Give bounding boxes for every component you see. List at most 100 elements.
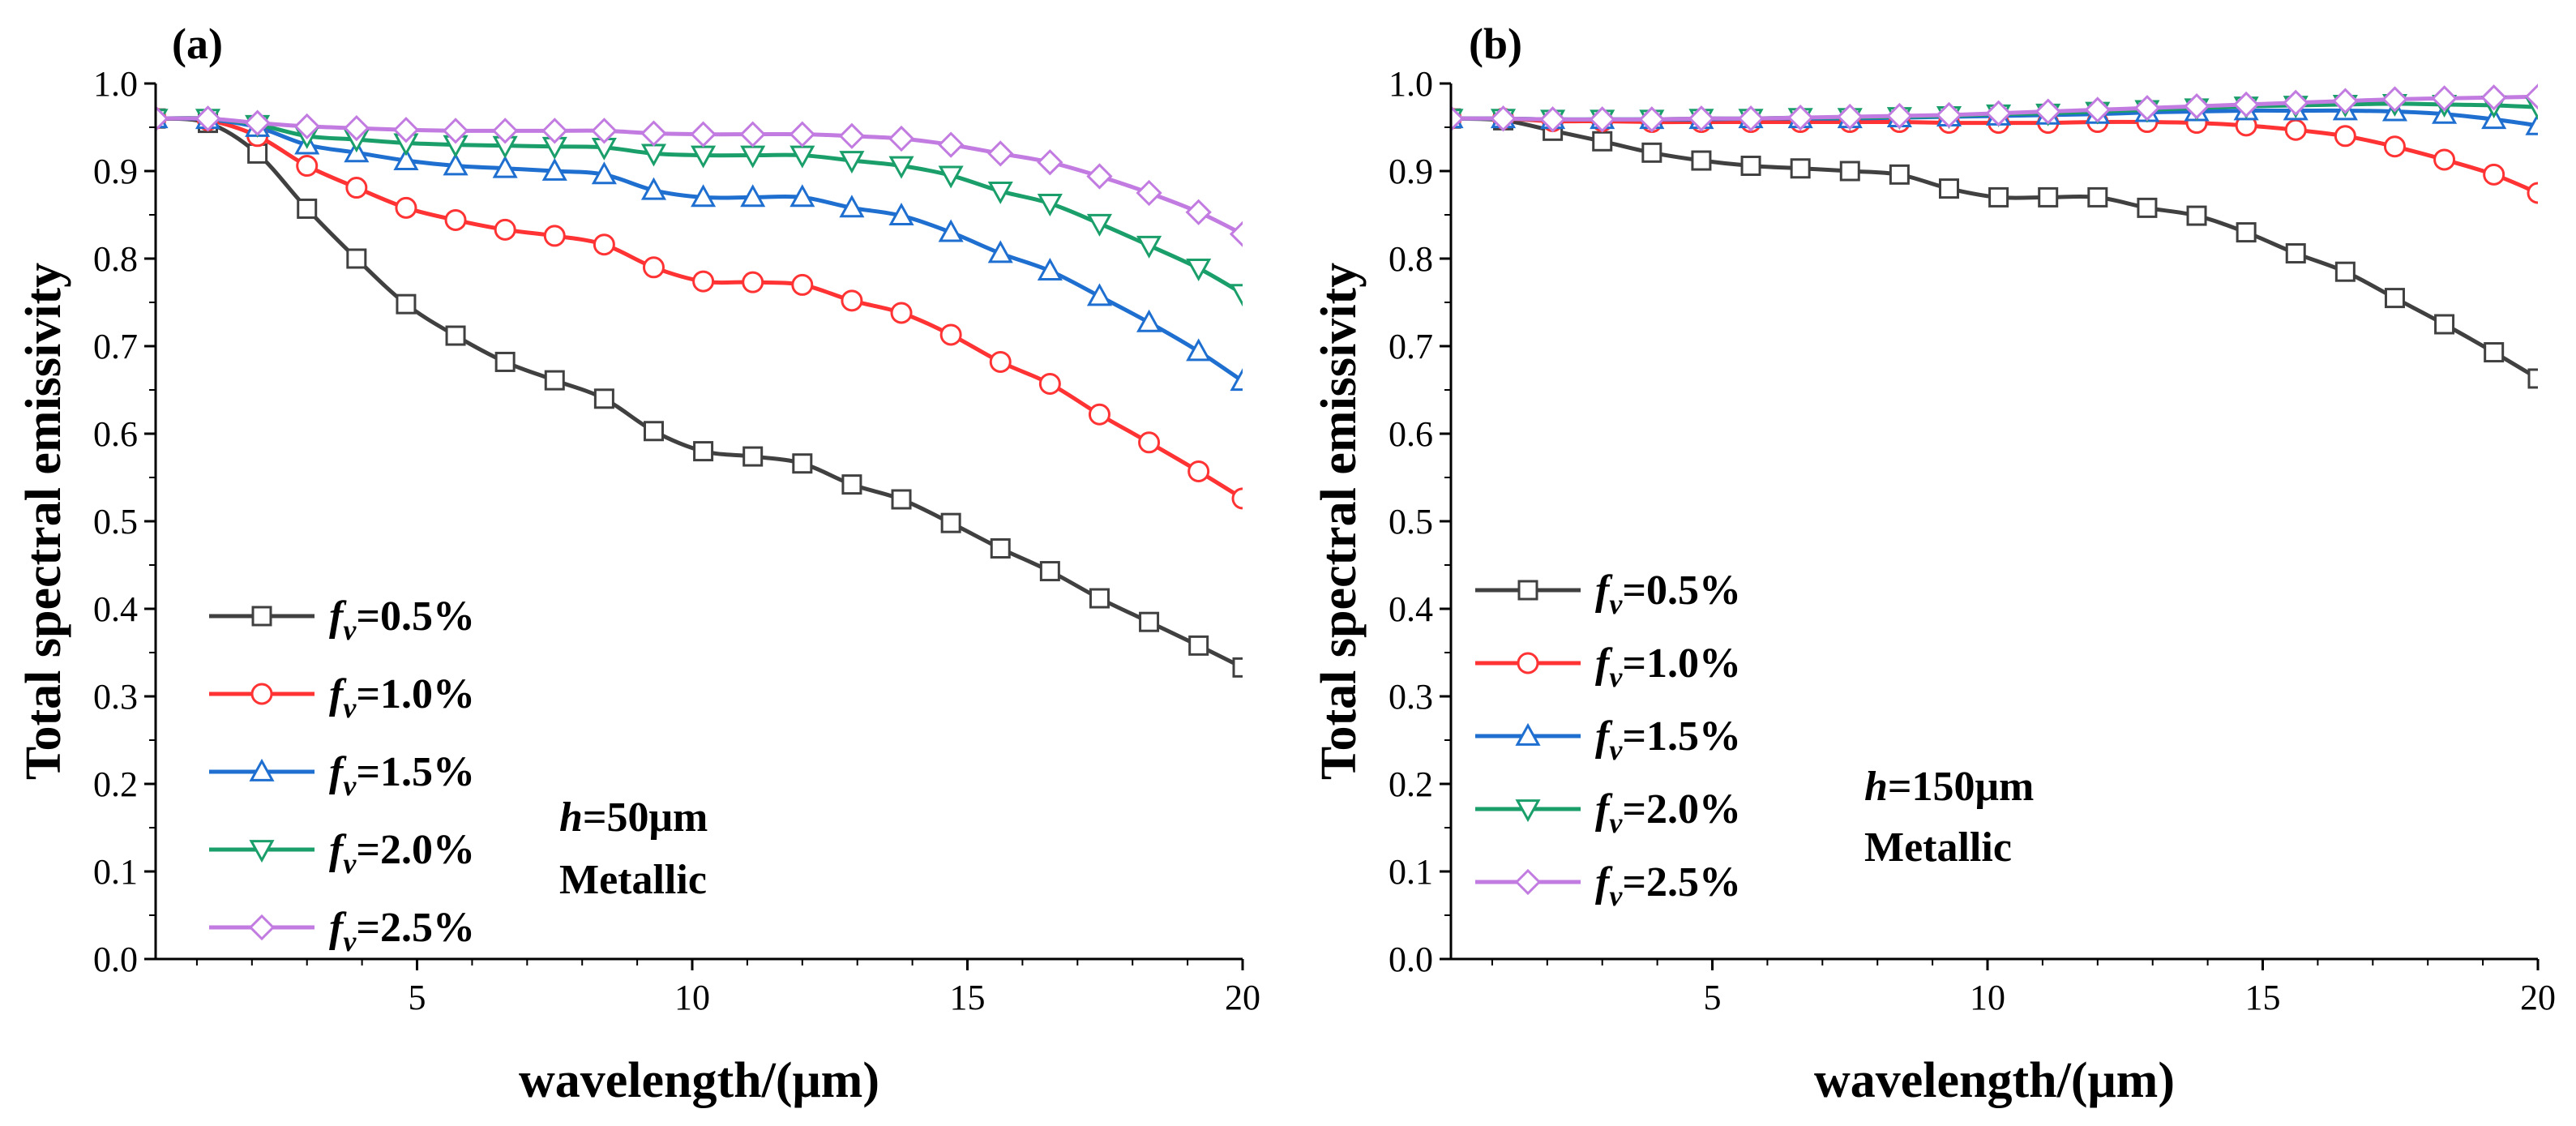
data-point-s5-12 [690, 121, 717, 148]
data-point-s2-7 [444, 208, 467, 231]
data-point-s5-23 [2524, 83, 2538, 110]
data-point-s5-10 [591, 118, 618, 144]
legend-marker-3 [249, 758, 275, 781]
data-point-s2-18 [2284, 118, 2307, 141]
annotation-thickness: h=50μm [559, 794, 708, 841]
data-point-s1-14 [792, 453, 813, 474]
x-tick-label: 15 [2245, 978, 2281, 1017]
data-point-s4-22 [1186, 258, 1212, 281]
legend-label-5: fv=2.5% [1595, 859, 1741, 912]
x-tick-label: 5 [1704, 978, 1722, 1017]
data-point-s5-23 [1229, 220, 1243, 247]
x-tick-label: 15 [950, 978, 986, 1017]
data-point-s2-23 [2527, 182, 2538, 204]
data-point-s5-13 [2035, 98, 2061, 125]
y-tick-label: 0.8 [93, 239, 138, 279]
x-tick-label: 10 [1970, 978, 2005, 1017]
data-point-s3-13 [740, 184, 766, 208]
annotation-material: Metallic [559, 857, 707, 903]
data-point-s2-22 [1187, 460, 1210, 482]
data-point-s3-12 [691, 184, 717, 208]
data-point-s1-15 [2137, 197, 2158, 218]
chart-panel-a: 0.0 0.1 0.2 0.3 0.4 0.5 0.6 0.7 0.8 0.9 1.0 5 10 15 20… [16, 19, 1260, 1108]
data-point-s1-11 [1938, 178, 1959, 199]
data-point-s2-10 [593, 233, 615, 256]
data-point-s5-20 [2381, 86, 2408, 113]
y-tick-label: 1.0 [93, 64, 138, 104]
legend-marker-4 [249, 840, 275, 863]
data-point-s3-16 [888, 202, 914, 225]
y-axis-label: Total spectral emissivity [1312, 263, 1367, 780]
legend-label-4: fv=2.0% [329, 827, 475, 880]
data-point-s3-14 [789, 184, 815, 208]
data-point-s2-5 [345, 177, 368, 199]
legend-marker-5 [248, 914, 276, 941]
data-point-s5-18 [987, 140, 1014, 167]
data-point-s1-3 [247, 143, 268, 164]
data-point-s2-16 [890, 302, 913, 324]
data-point-s1-9 [544, 370, 565, 391]
data-point-s5-5 [343, 114, 370, 142]
data-point-s2-9 [543, 225, 566, 247]
data-point-s2-14 [791, 273, 814, 296]
data-point-s5-11 [1936, 101, 1962, 129]
y-tick-label: 0.9 [93, 152, 138, 191]
annotation-thickness: h=150μm [1864, 764, 2034, 810]
data-point-s5-22 [1185, 199, 1212, 225]
data-point-s4-18 [987, 181, 1013, 204]
legend-label-2: fv=1.0% [1595, 640, 1741, 693]
legend-label-2: fv=1.0% [329, 671, 475, 724]
data-point-s1-19 [2334, 261, 2356, 282]
data-point-s5-7 [442, 118, 469, 144]
x-tick-label: 10 [674, 978, 710, 1017]
data-point-s3-10 [591, 161, 617, 185]
data-point-s5-5 [1638, 106, 1665, 133]
annotation-material: Metallic [1864, 824, 2012, 871]
y-tick-label: 0.5 [1389, 502, 1433, 542]
x-tick-label: 20 [2520, 978, 2556, 1017]
data-point-s2-23 [1231, 487, 1243, 510]
data-point-s5-8 [1787, 104, 1814, 131]
y-tick-label: 0.4 [93, 589, 138, 629]
data-point-s1-14 [2087, 186, 2108, 208]
y-tick-label: 0.0 [1389, 940, 1433, 979]
data-point-s1-13 [2038, 186, 2059, 208]
data-point-s5-18 [2283, 89, 2309, 116]
data-point-s1-22 [2484, 342, 2505, 363]
data-point-s5-14 [2084, 96, 2111, 123]
x-axis-label: wavelength/(μm) [519, 1053, 879, 1108]
data-point-s5-17 [2233, 91, 2260, 118]
legend-marker-2 [1517, 652, 1539, 674]
y-tick-label: 0.3 [93, 677, 138, 717]
legend-label-4: fv=2.0% [1595, 786, 1741, 839]
data-point-s5-1 [156, 105, 169, 132]
y-tick-label: 0.6 [1389, 414, 1433, 454]
data-point-s2-15 [841, 289, 863, 312]
data-point-s2-6 [395, 196, 417, 219]
data-point-s1-4 [1592, 131, 1613, 152]
data-point-s1-19 [1039, 561, 1060, 582]
data-point-s5-4 [1589, 106, 1615, 133]
data-point-s1-4 [297, 198, 318, 219]
data-point-s1-10 [1889, 164, 1910, 185]
data-point-s1-11 [643, 421, 664, 442]
plot-area [1451, 83, 2538, 389]
y-tick-label: 0.4 [1389, 589, 1433, 629]
panel-label: (a) [172, 19, 223, 68]
data-point-s5-15 [2133, 95, 2161, 122]
y-axis-label: Total spectral emissivity [16, 263, 71, 780]
data-point-s3-15 [839, 195, 865, 218]
data-point-s4-20 [1086, 213, 1113, 237]
data-point-s5-9 [541, 118, 568, 144]
y-tick-label: 0.0 [93, 940, 138, 979]
legend-marker-5 [1514, 868, 1542, 896]
data-point-s1-7 [1740, 156, 1761, 177]
data-point-s5-7 [1737, 105, 1765, 132]
data-point-s2-21 [1138, 431, 1161, 454]
data-point-s3-17 [938, 219, 964, 242]
data-point-s5-8 [492, 118, 519, 144]
data-point-s1-12 [693, 441, 714, 462]
data-point-s5-21 [1136, 179, 1162, 207]
series-line-1 [1451, 116, 2538, 381]
